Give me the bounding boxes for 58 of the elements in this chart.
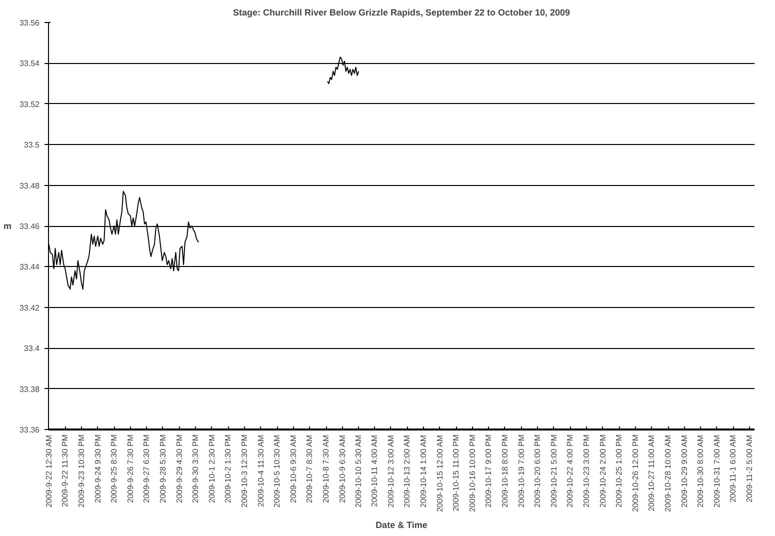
x-tick-label: 2009-9-25 8:30 PM — [110, 434, 119, 503]
x-tick-label: 2009-10-1 2:30 PM — [207, 434, 216, 503]
x-tick-label: 2009-10-11 4:00 AM — [370, 434, 380, 507]
y-tick-label: 33.56 — [19, 18, 40, 28]
y-tick-label: 33.5 — [24, 140, 40, 150]
x-tick-label: 2009-10-31 7:00 AM — [712, 434, 722, 508]
x-tick-label: 2009-10-17 9:00 PM — [484, 434, 494, 508]
x-tick-label: 2009-11-1 6:00 AM — [728, 434, 738, 502]
x-tick-label: 2009-9-30 3:30 PM — [191, 434, 200, 503]
y-axis-title: m — [3, 221, 12, 231]
x-tick-label: 2009-9-22 12:30 AM — [44, 434, 54, 508]
x-axis-title: Date & Time — [376, 520, 428, 530]
x-tick-label: 2009-10-28 10:00 AM — [664, 434, 673, 512]
x-tick-label: 2009-10-25 1:00 PM — [614, 434, 624, 508]
x-tick-label: 2009-10-3 12:30 PM — [240, 434, 249, 508]
x-tick-label: 2009-10-10 5:30 AM — [354, 434, 364, 508]
x-tick-label: 2009-10-18 8:00 PM — [500, 434, 510, 508]
x-tick-label: 2009-10-5 10:30 AM — [272, 434, 282, 508]
x-tick-label: 2009-10-13 2:00 AM — [402, 434, 412, 508]
y-tick-label: 33.54 — [19, 59, 40, 68]
y-tick-label: 33.48 — [19, 181, 40, 190]
x-tick-label: 2009-10-16 10:00 PM — [468, 434, 477, 512]
x-tick-label: 2009-10-26 12:00 PM — [630, 434, 640, 512]
y-tick-label: 33.36 — [19, 426, 40, 434]
x-tick-label: 2009-11-2 5:00 AM — [745, 434, 754, 502]
y-tick-label: 33.46 — [19, 222, 40, 231]
x-tick-label: 2009-9-23 10:30 PM — [76, 434, 86, 508]
x-tick-label: 2009-10-4 11:30 AM — [256, 434, 266, 507]
x-tick-label: 2009-9-24 9:30 PM — [93, 434, 102, 503]
x-tick-label: 2009-9-28 5:30 PM — [158, 434, 168, 503]
x-tick-label: 2009-10-6 9:30 AM — [288, 434, 298, 503]
x-tick-label: 2009-9-26 7:30 PM — [126, 434, 135, 503]
x-tick-label: 2009-10-8 7:30 AM — [322, 434, 331, 503]
x-tick-label: 2009-10-14 1:00 AM — [418, 434, 428, 508]
x-tick-label: 2009-10-7 8:30 AM — [305, 434, 314, 503]
x-tick-label: 2009-10-22 4:00 PM — [566, 434, 575, 508]
chart-title: Stage: Churchill River Below Grizzle Rapids, September 22 to October 10, 2009 — [232, 8, 570, 18]
x-tick-label: 2009-10-27 11:00 AM — [647, 434, 656, 512]
y-tick-label: 33.38 — [19, 384, 40, 394]
x-tick-label: 2009-10-9 6:30 AM — [338, 434, 347, 503]
x-tick-label: 2009-10-23 3:00 PM — [582, 434, 592, 508]
x-tick-label: 2009-10-2 1:30 PM — [224, 434, 233, 503]
x-tick-label: 2009-9-27 6:30 PM — [142, 434, 152, 503]
x-tick-label: 2009-10-29 9:00 AM — [680, 434, 689, 508]
x-tick-label: 2009-9-22 11:30 PM — [60, 434, 70, 507]
y-tick-label: 33.4 — [24, 344, 40, 354]
y-tick-label: 33.52 — [19, 100, 40, 109]
x-tick-label: 2009-10-15 11:00 PM — [452, 434, 461, 512]
y-tick-label: 33.44 — [19, 262, 40, 272]
x-tick-label: 2009-10-20 6:00 PM — [533, 434, 542, 508]
x-tick-label: 2009-10-21 5:00 PM — [549, 434, 558, 508]
x-tick-label: 2009-10-24 2:00 PM — [598, 434, 608, 508]
x-tick-label: 2009-10-19 7:00 PM — [516, 434, 526, 508]
y-tick-label: 33.42 — [19, 303, 40, 312]
x-tick-label: 2009-10-30 8:00 AM — [696, 434, 706, 508]
x-tick-label: 2009-9-29 4:30 PM — [174, 434, 184, 503]
x-tick-label: 2009-10-15 12:00 AM — [435, 434, 444, 512]
x-tick-label: 2009-10-12 3:00 AM — [386, 434, 396, 508]
